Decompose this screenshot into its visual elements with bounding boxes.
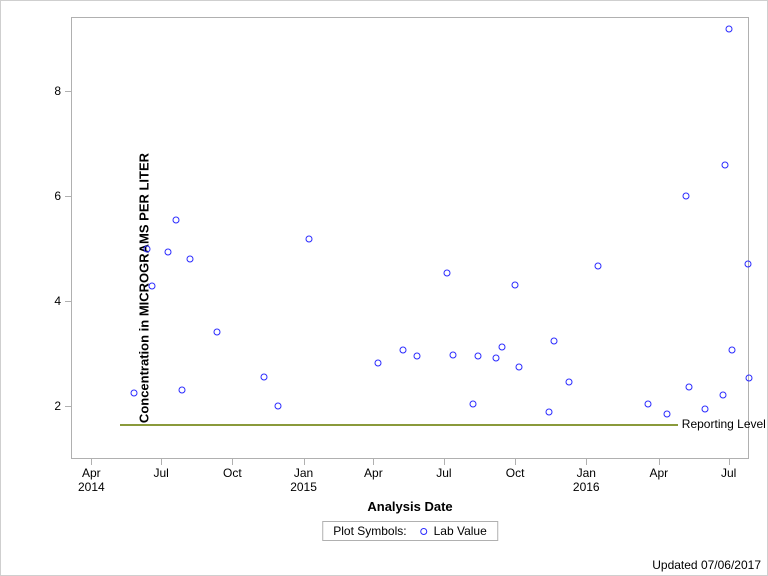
x-tick-label: Apr2014 (78, 467, 105, 495)
chart-container: Concentration in MICROGRAMS PER LITER 24… (0, 0, 768, 576)
data-point (701, 406, 708, 413)
data-point (498, 344, 505, 351)
data-point (178, 386, 185, 393)
x-tick-mark (659, 459, 660, 465)
data-point (475, 353, 482, 360)
data-point (746, 374, 753, 381)
x-tick-label: Jan2016 (573, 467, 600, 495)
data-point (644, 401, 651, 408)
data-point (686, 384, 693, 391)
reference-line-label: Reporting Level (682, 417, 766, 431)
x-tick-label: Oct (506, 467, 525, 481)
x-tick-mark (586, 459, 587, 465)
data-point (722, 162, 729, 169)
legend-item-label: Lab Value (434, 524, 487, 538)
x-tick-mark (161, 459, 162, 465)
legend-title: Plot Symbols: (333, 524, 406, 538)
data-point (305, 235, 312, 242)
data-point (725, 25, 732, 32)
data-point (449, 352, 456, 359)
reference-line (120, 424, 678, 426)
data-point (512, 282, 519, 289)
x-tick-label: Jul (436, 467, 451, 481)
data-point (719, 392, 726, 399)
plot-area (71, 17, 749, 459)
data-point (164, 249, 171, 256)
y-tick-label: 6 (54, 189, 61, 203)
y-tick-mark (65, 91, 71, 92)
data-point (173, 216, 180, 223)
data-point (261, 373, 268, 380)
data-point (375, 360, 382, 367)
data-point (400, 347, 407, 354)
data-point (143, 245, 150, 252)
x-tick-label: Apr (649, 467, 668, 481)
x-tick-mark (304, 459, 305, 465)
x-tick-mark (729, 459, 730, 465)
x-tick-mark (91, 459, 92, 465)
data-point (682, 192, 689, 199)
data-point (444, 270, 451, 277)
data-point (595, 263, 602, 270)
data-point (214, 328, 221, 335)
x-tick-label: Apr (364, 467, 383, 481)
y-tick-label: 4 (54, 294, 61, 308)
y-tick-label: 8 (54, 84, 61, 98)
legend-marker-icon (421, 528, 428, 535)
y-tick-mark (65, 301, 71, 302)
data-point (663, 410, 670, 417)
legend-item: Lab Value (421, 524, 487, 538)
data-point (493, 355, 500, 362)
data-point (470, 400, 477, 407)
data-point (545, 409, 552, 416)
x-tick-label: Jul (154, 467, 169, 481)
x-axis-label: Analysis Date (367, 499, 452, 514)
footer-note: Updated 07/06/2017 (652, 558, 761, 572)
data-point (274, 402, 281, 409)
x-tick-label: Jan2015 (290, 467, 317, 495)
x-tick-mark (444, 459, 445, 465)
legend: Plot Symbols: Lab Value (322, 521, 498, 541)
x-tick-mark (373, 459, 374, 465)
y-tick-mark (65, 406, 71, 407)
data-point (744, 260, 751, 267)
data-point (550, 337, 557, 344)
y-tick-mark (65, 196, 71, 197)
x-tick-mark (515, 459, 516, 465)
data-point (566, 378, 573, 385)
data-point (413, 352, 420, 359)
data-point (131, 389, 138, 396)
data-point (729, 346, 736, 353)
data-point (148, 283, 155, 290)
y-tick-label: 2 (54, 399, 61, 413)
x-tick-label: Oct (223, 467, 242, 481)
x-tick-mark (232, 459, 233, 465)
x-tick-label: Jul (721, 467, 736, 481)
data-point (187, 256, 194, 263)
data-point (516, 364, 523, 371)
